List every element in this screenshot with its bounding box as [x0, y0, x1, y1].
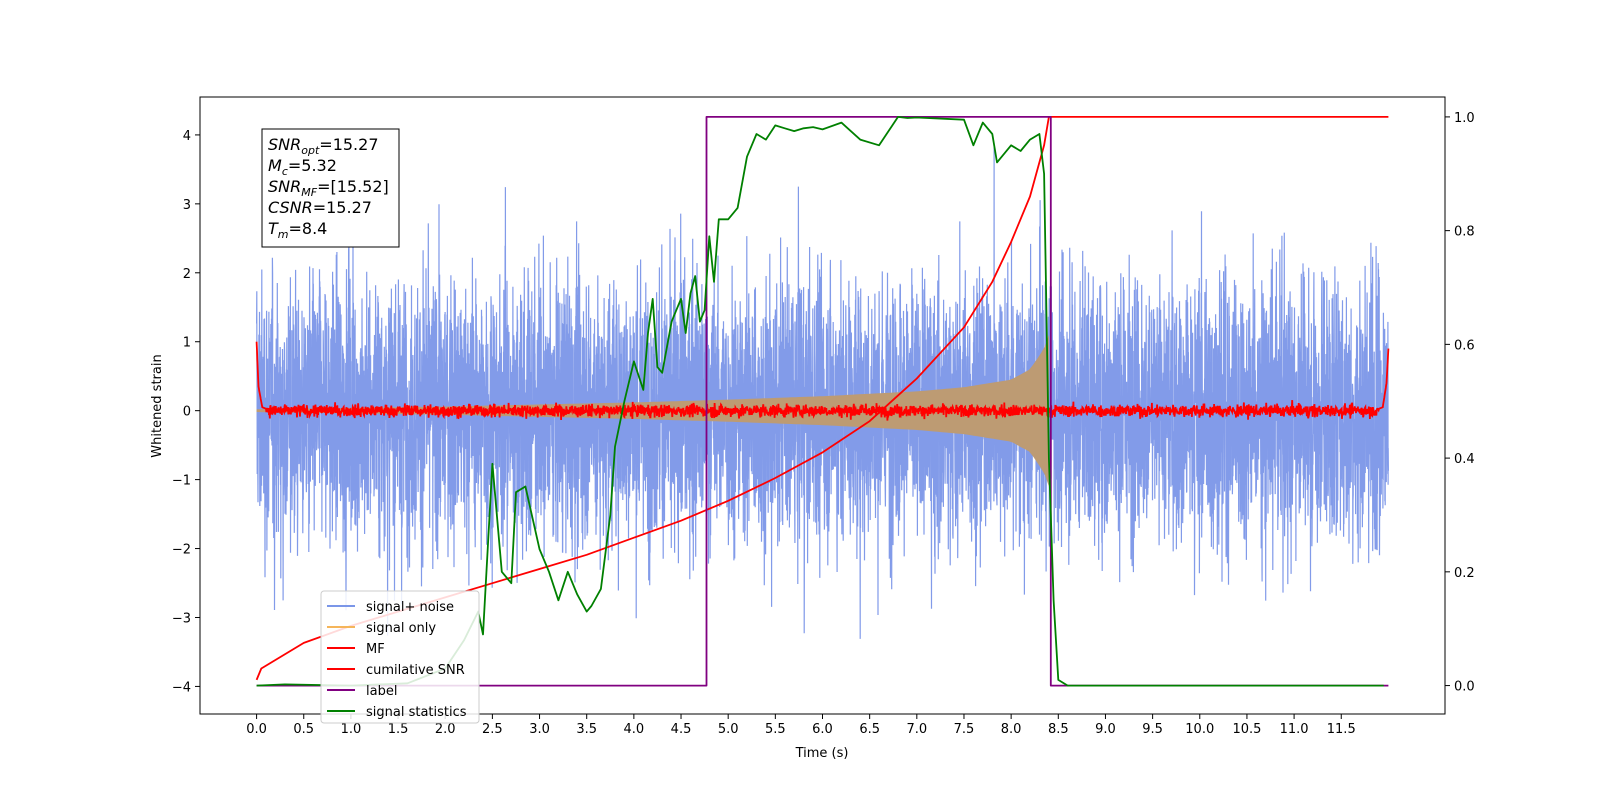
x-axis: 0.0 0.5 1.0 1.5 2.0 2.5 3.0 3.5 4.0 4.5 5.0 5.5 6.0 6… — [246, 714, 1356, 737]
y-tick-label: −4 — [172, 680, 191, 695]
legend-label: cumilative SNR — [366, 663, 465, 678]
x-axis-label: Time (s) — [795, 746, 849, 761]
x-tick-label: 11.0 — [1280, 722, 1309, 737]
x-tick-label: 5.5 — [765, 722, 786, 737]
x-tick-label: 6.0 — [812, 722, 833, 737]
x-tick-label: 4.0 — [624, 722, 645, 737]
x-tick-label: 8.0 — [1001, 722, 1022, 737]
x-tick-label: 8.5 — [1048, 722, 1069, 737]
x-tick-label: 2.0 — [435, 722, 456, 737]
annotation-line: Mc=5.32 — [268, 156, 337, 178]
x-tick-label: 2.5 — [482, 722, 503, 737]
y-tick-label: 2 — [183, 267, 191, 282]
x-tick-label: 3.5 — [576, 722, 597, 737]
y-right-tick-label: 0.4 — [1454, 452, 1475, 467]
annotation-line: SNRMF=[15.52] — [268, 177, 389, 199]
annotation-line: CSNR=15.27 — [268, 198, 372, 217]
y-right-tick-label: 0.8 — [1454, 225, 1475, 240]
x-tick-label: 6.5 — [859, 722, 880, 737]
legend-label: signal+ noise — [366, 600, 454, 615]
y-axis-label: Whitened strain — [150, 354, 165, 457]
legend-frame — [320, 590, 480, 724]
legend-label: label — [366, 684, 397, 699]
x-tick-label: 0.0 — [246, 722, 267, 737]
y-right-tick-label: 1.0 — [1454, 111, 1475, 126]
x-tick-label: 9.0 — [1095, 722, 1116, 737]
x-tick-label: 3.0 — [529, 722, 550, 737]
annotation-line: SNRopt=15.27 — [268, 135, 379, 157]
x-tick-label: 7.5 — [954, 722, 975, 737]
x-tick-label: 4.5 — [671, 722, 692, 737]
x-tick-label: 10.5 — [1232, 722, 1261, 737]
legend-label: signal statistics — [366, 705, 467, 720]
y-tick-label: 1 — [183, 336, 191, 351]
y-right-tick-label: 0.6 — [1454, 338, 1475, 353]
annotation-line: Tm=8.4 — [268, 219, 327, 241]
y-tick-label: −3 — [172, 611, 191, 626]
metrics-annotation-box: SNRopt=15.27Mc=5.32SNRMF=[15.52]CSNR=15.… — [261, 128, 400, 248]
legend: signal+ noise signal only MF cumilative SNR… — [320, 590, 480, 724]
y-tick-label: 4 — [183, 129, 191, 144]
y-tick-label: −2 — [172, 543, 191, 558]
x-tick-label: 10.0 — [1185, 722, 1214, 737]
series-signal-noise-line — [256, 146, 1389, 639]
x-tick-label: 11.5 — [1327, 722, 1356, 737]
y-tick-label: −1 — [172, 474, 191, 489]
y-tick-label: 0 — [183, 405, 191, 420]
x-tick-label: 9.5 — [1142, 722, 1163, 737]
annotation-box-frame — [261, 128, 400, 248]
y-axis-left: −4 −3 −2 −1 0 1 2 3 4 — [172, 129, 200, 695]
legend-label: signal only — [366, 621, 436, 636]
x-tick-label: 0.5 — [293, 722, 314, 737]
series-mf-line — [255, 341, 1390, 421]
x-tick-label: 1.0 — [341, 722, 362, 737]
y-right-tick-label: 0.2 — [1454, 566, 1475, 581]
x-tick-label: 5.0 — [718, 722, 739, 737]
x-tick-label: 1.5 — [388, 722, 409, 737]
series-signal-statistics-line — [256, 116, 1384, 687]
y-tick-label: 3 — [183, 198, 191, 213]
x-tick-label: 7.0 — [906, 722, 927, 737]
y-right-tick-label: 0.0 — [1454, 680, 1475, 695]
y-axis-right: 0.0 0.2 0.4 0.6 0.8 1.0 — [1445, 111, 1475, 695]
legend-label: MF — [366, 642, 385, 657]
